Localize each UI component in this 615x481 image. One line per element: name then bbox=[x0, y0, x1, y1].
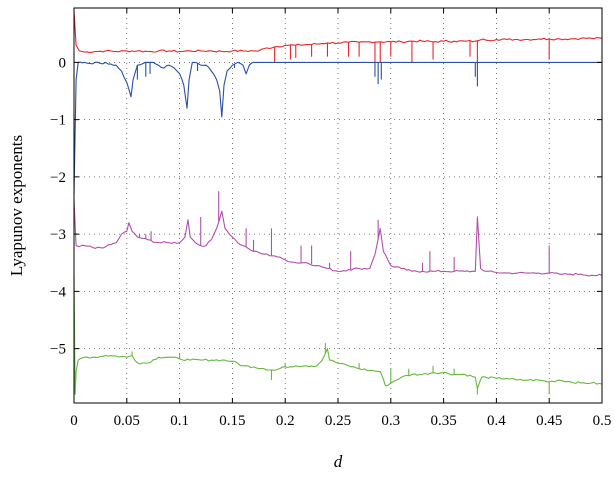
x-tick-label: 0.25 bbox=[325, 413, 351, 429]
series-line bbox=[73, 199, 603, 277]
series-line bbox=[73, 10, 603, 54]
y-tick-label: −3 bbox=[50, 227, 66, 243]
x-tick-label: 0.4 bbox=[487, 413, 506, 429]
x-axis-label: d bbox=[334, 452, 343, 471]
x-tick-label: 0.05 bbox=[114, 413, 140, 429]
y-tick-label: −2 bbox=[50, 170, 66, 186]
y-tick-label: −4 bbox=[50, 284, 66, 300]
y-axis-label: Lyapunov exponents bbox=[7, 135, 26, 276]
x-tick-label: 0.1 bbox=[170, 413, 189, 429]
x-tick-label: 0.2 bbox=[276, 413, 295, 429]
y-tick-label: −5 bbox=[50, 342, 66, 358]
y-tick-label: 0 bbox=[59, 55, 67, 71]
x-tick-label: 0.5 bbox=[593, 413, 612, 429]
series-line bbox=[73, 274, 603, 395]
y-axis-ticks: −5 −4 −3 −2 −1 0 bbox=[50, 55, 602, 358]
x-axis-ticks: 0 0.05 0.1 0.15 0.2 0.25 0.3 0.35 0.4 0.45 0.5 bbox=[70, 8, 611, 429]
x-tick-label: 0.15 bbox=[219, 413, 245, 429]
x-tick-label: 0 bbox=[70, 413, 78, 429]
series-line bbox=[73, 61, 602, 195]
series-lines bbox=[73, 10, 603, 395]
x-tick-label: 0.3 bbox=[381, 413, 400, 429]
x-tick-label: 0.45 bbox=[536, 413, 562, 429]
x-tick-label: 0.35 bbox=[430, 413, 456, 429]
grid bbox=[74, 8, 602, 403]
y-tick-label: −1 bbox=[50, 113, 66, 129]
